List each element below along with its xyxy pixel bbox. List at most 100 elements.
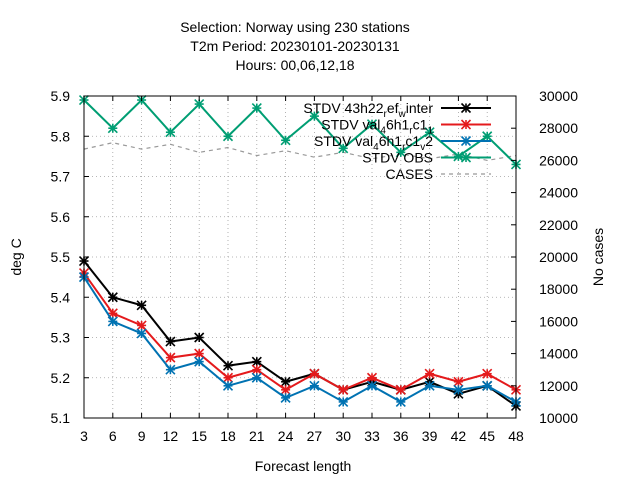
data-point: [280, 392, 291, 403]
data-point: [280, 135, 291, 146]
data-point: [424, 368, 435, 379]
legend-entry: STDV val46h1rc11: [321, 117, 491, 137]
chart-title: Selection: Norway using 230 stations T2m …: [180, 19, 410, 73]
data-point: [136, 328, 147, 339]
y2-tick-label: 14000: [539, 346, 578, 362]
data-point: [107, 292, 118, 303]
series-4: [83, 142, 517, 162]
series-2: [78, 272, 522, 407]
axis-labels: Forecast length deg C No cases: [8, 228, 606, 474]
data-point: [453, 376, 464, 387]
data-point: [395, 147, 406, 158]
data-point: [222, 380, 234, 391]
y2-tick-label: 18000: [539, 281, 578, 297]
y-tick-label: 5.5: [51, 249, 71, 265]
x-tick-label: 6: [109, 428, 117, 444]
axis-ticks: 3 6 9 12 15 18 21 24 27 30 33 36 39 42 45 485.15.25.35.…: [51, 88, 579, 444]
x-tick-label: 12: [163, 428, 179, 444]
y-tick-label: 5.6: [51, 209, 71, 225]
x-tick-label: 21: [249, 428, 265, 444]
data-point: [366, 119, 378, 130]
y-tick-label: 5.7: [51, 169, 71, 185]
data-point: [251, 356, 262, 367]
legend-marker: [460, 135, 472, 147]
data-point: [222, 372, 234, 383]
title-line: T2m Period: 20230101-20230131: [190, 38, 400, 54]
y2-tick-label: 12000: [539, 378, 578, 394]
legend-label: CASES: [386, 166, 433, 182]
x-tick-label: 45: [479, 428, 495, 444]
data-point: [309, 368, 320, 379]
x-tick-label: 24: [278, 428, 294, 444]
data-point: [194, 98, 205, 110]
data-point: [366, 380, 378, 391]
y2-tick-label: 28000: [539, 120, 578, 136]
x-tick-label: 27: [307, 428, 323, 444]
data-point: [107, 123, 118, 134]
data-point: [251, 372, 262, 383]
data-point: [222, 131, 234, 142]
data-point: [165, 336, 176, 347]
legend-label: STDV OBS: [362, 150, 433, 166]
data-point: [251, 364, 262, 375]
y-tick-label: 5.4: [51, 289, 71, 305]
legend-entry: CASES: [386, 166, 491, 182]
y2-tick-label: 30000: [539, 88, 578, 104]
series-area: [78, 94, 522, 411]
y2-axis-label: No cases: [590, 228, 606, 286]
legend-label: STDV val46h1rc1v2: [314, 133, 433, 153]
data-point: [165, 127, 176, 138]
series-line: [83, 98, 517, 166]
legend-marker: [460, 152, 472, 163]
y2-tick-label: 22000: [539, 217, 578, 233]
y2-tick-label: 26000: [539, 152, 578, 168]
data-point: [309, 111, 320, 122]
x-tick-label: 39: [422, 428, 438, 444]
data-point: [136, 320, 147, 331]
legend-entry: STDV 43h22refwinter: [303, 100, 491, 120]
x-tick-label: 15: [191, 428, 207, 444]
y2-tick-label: 24000: [539, 185, 578, 201]
x-tick-label: 30: [335, 428, 351, 444]
legend-marker: [460, 102, 472, 114]
data-point: [338, 396, 349, 407]
data-point: [194, 348, 205, 359]
data-point: [338, 384, 349, 395]
x-tick-label: 36: [393, 428, 409, 444]
data-point: [222, 360, 234, 371]
data-point: [338, 143, 349, 154]
data-point: [424, 127, 435, 138]
legend-entry: STDV OBS: [362, 150, 491, 166]
x-axis-label: Forecast length: [255, 458, 352, 474]
series-1: [78, 268, 522, 395]
data-point: [482, 131, 493, 142]
data-point: [453, 384, 464, 395]
y-tick-label: 5.3: [51, 330, 71, 346]
x-tick-label: 42: [451, 428, 467, 444]
data-point: [482, 368, 493, 379]
data-point: [280, 384, 291, 395]
x-tick-label: 3: [80, 428, 88, 444]
data-point: [309, 380, 320, 391]
series-line: [83, 142, 517, 162]
y2-tick-label: 20000: [539, 249, 578, 265]
title-line: Selection: Norway using 230 stations: [180, 19, 410, 35]
data-point: [136, 300, 147, 311]
data-point: [424, 380, 435, 391]
legend-label: STDV 43h22refwinter: [303, 100, 433, 120]
x-tick-label: 18: [220, 428, 236, 444]
title-line: Hours: 00,06,12,18: [235, 57, 354, 73]
y-tick-label: 5.2: [51, 370, 71, 386]
data-point: [107, 316, 118, 327]
data-point: [251, 103, 262, 114]
data-point: [194, 356, 205, 367]
data-point: [482, 380, 493, 391]
x-tick-label: 9: [138, 428, 146, 444]
data-point: [194, 332, 205, 343]
data-point: [165, 364, 176, 375]
x-tick-label: 48: [508, 428, 524, 444]
data-point: [395, 384, 406, 395]
legend-label: STDV val46h1rc11: [321, 117, 433, 137]
legend-entry: STDV val46h1rc1v2: [314, 133, 491, 153]
